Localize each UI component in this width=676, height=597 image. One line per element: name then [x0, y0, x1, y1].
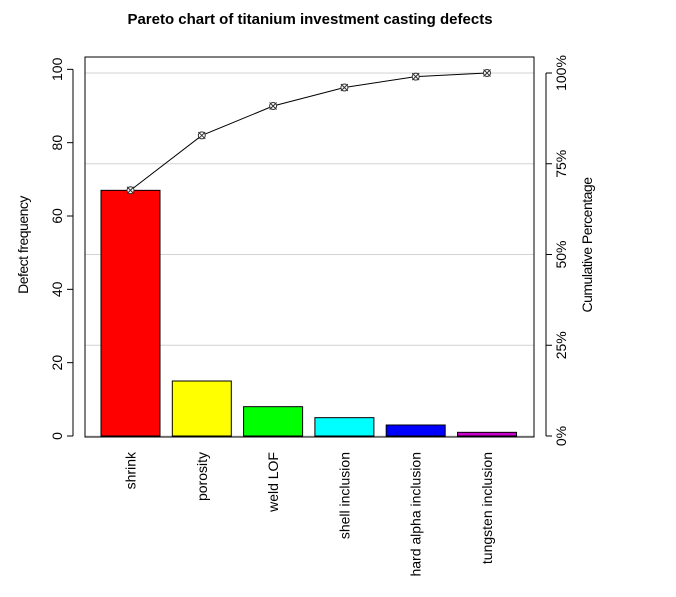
y-tick-label: 40: [49, 281, 65, 297]
y-axis-left: 0 20 40 60 80 100: [49, 57, 74, 440]
bar-hard-alpha-inclusion: [385, 424, 446, 437]
y-tick-label: 60: [49, 208, 65, 224]
bar-porosity: [171, 380, 232, 437]
cumulative-point: [411, 72, 420, 81]
y-tick-label: 0: [49, 432, 65, 440]
cumulative-point: [340, 83, 349, 92]
point-cross: [126, 186, 135, 195]
point-cross: [197, 131, 206, 140]
y2-axis-label: Cumulative Percentage: [579, 177, 595, 313]
y2-tick-label: 25%: [553, 331, 569, 359]
cumulative-line: [130, 72, 488, 191]
x-axis: shrink porosity weld LOF shell inclusion har…: [123, 451, 496, 577]
cumulative-line-series: [126, 69, 491, 195]
x-tick-label: shrink: [123, 451, 139, 489]
chart-title: Pareto chart of titanium investment cast…: [127, 11, 492, 28]
cumulative-point: [483, 69, 491, 77]
plot-frame: [84, 56, 535, 438]
point-cross: [483, 69, 491, 77]
y2-tick-label: 75%: [553, 150, 569, 178]
y-axis-right: 0% 25% 50% 75% 100%: [545, 55, 569, 446]
cumulative-point: [126, 186, 135, 195]
x-tick-label: tungsten inclusion: [479, 452, 495, 564]
x-tick-label: hard alpha inclusion: [408, 452, 424, 577]
y-tick-label: 80: [49, 135, 65, 151]
y-tick-label: 20: [49, 355, 65, 371]
y2-tick-label: 100%: [553, 55, 569, 91]
x-tick-label: weld LOF: [265, 452, 281, 513]
point-cross: [340, 83, 349, 92]
y-axis-label: Defect frequency: [15, 196, 31, 294]
cumulative-point: [197, 131, 206, 140]
y2-tick-label: 50%: [553, 240, 569, 268]
cumulative-point: [269, 102, 278, 111]
point-cross: [411, 72, 420, 81]
bar-weld-LOF: [243, 406, 304, 437]
y2-tick-label: 0%: [553, 426, 569, 446]
bar-series: [100, 189, 517, 437]
point-cross: [269, 102, 277, 110]
x-tick-label: shell inclusion: [336, 452, 352, 539]
bar-shell-inclusion: [314, 417, 375, 437]
x-tick-label: porosity: [194, 452, 210, 501]
y-tick-label: 100: [49, 57, 65, 81]
bar-shrink: [100, 189, 161, 437]
bar-tungsten-inclusion: [457, 431, 517, 437]
